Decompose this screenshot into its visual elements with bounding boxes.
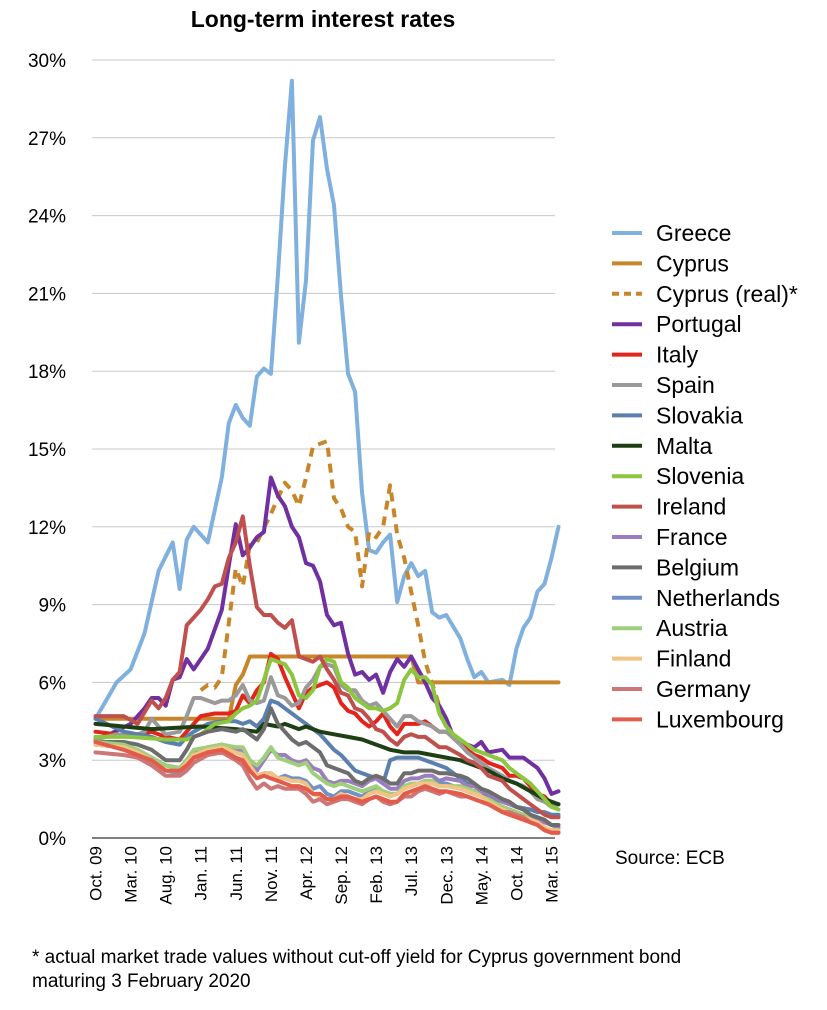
y-tick-label: 24%	[28, 207, 66, 228]
series-line-slovenia	[93, 657, 561, 812]
series-line-belgium	[93, 706, 561, 827]
series-line-malta	[93, 721, 561, 807]
y-tick-label: 15%	[28, 440, 66, 461]
legend-luxembourg-label: Luxembourg	[656, 706, 784, 732]
y-tick-label: 9%	[39, 596, 67, 617]
x-axis-tick-labels: Oct. 09 Mar. 10 Aug. 10 Jan. 11 Jun. 11 Nov. …	[87, 846, 562, 905]
legend-finland-label: Finland	[656, 646, 731, 672]
x-tick-label: Feb. 13	[367, 846, 386, 904]
legend-belgium-label: Belgium	[656, 554, 739, 580]
series-line-italy	[93, 651, 561, 807]
legend-malta-label: Malta	[656, 433, 712, 459]
footnote: * actual market trade values without cut…	[32, 947, 682, 992]
x-tick-label: Jun. 11	[227, 846, 246, 901]
y-tick-label: 30%	[28, 51, 66, 72]
series-line-cyprus-real	[199, 439, 442, 707]
legend-slovakia-label: Slovakia	[656, 402, 743, 428]
legend: Greece Cyprus Cyprus (real)* Portugal Italy S…	[612, 220, 798, 732]
x-tick-label: Aug. 10	[157, 846, 176, 905]
x-tick-label: Mar. 10	[122, 846, 141, 903]
y-tick-label: 18%	[28, 362, 66, 383]
y-axis-tick-labels: 0% 3% 6% 9% 12% 15% 18% 21% 24% 27% 30%	[28, 51, 66, 850]
legend-spain-label: Spain	[656, 372, 715, 398]
legend-greece-label: Greece	[656, 220, 731, 246]
x-tick-label: Sep. 12	[332, 846, 351, 905]
series-line-portugal	[93, 475, 561, 796]
x-tick-label: Oct. 09	[87, 846, 106, 901]
legend-france-label: France	[656, 524, 728, 550]
y-tick-label: 0%	[39, 829, 67, 850]
series-line-ireland	[93, 514, 561, 820]
legend-portugal-label: Portugal	[656, 311, 742, 337]
y-tick-label: 12%	[28, 518, 66, 539]
legend-italy-label: Italy	[656, 342, 699, 368]
series-lines	[93, 78, 561, 835]
x-tick-label: May. 14	[472, 846, 491, 905]
x-tick-label: Nov. 11	[262, 846, 281, 902]
series-line-spain	[93, 662, 561, 809]
legend-cyprus-real-label: Cyprus (real)*	[656, 281, 798, 307]
legend-ireland-label: Ireland	[656, 494, 726, 520]
x-tick-label: Apr. 12	[297, 846, 316, 900]
x-tick-label: Dec. 13	[437, 846, 456, 905]
series-line-austria	[93, 740, 561, 833]
series-line-greece	[93, 78, 561, 721]
y-tick-label: 27%	[28, 129, 66, 150]
y-tick-label: 3%	[39, 751, 67, 772]
legend-austria-label: Austria	[656, 615, 728, 641]
x-tick-label: Jul. 13	[402, 846, 421, 896]
y-tick-label: 6%	[39, 673, 67, 694]
legend-germany-label: Germany	[656, 676, 751, 702]
y-tick-label: 21%	[28, 284, 66, 305]
legend-cyprus-label: Cyprus	[656, 250, 729, 276]
legend-slovenia-label: Slovenia	[656, 463, 744, 489]
x-tick-label: Jan. 11	[192, 846, 211, 901]
chart-title: Long-term interest rates	[191, 6, 456, 32]
x-tick-label: Oct. 14	[507, 846, 526, 901]
x-tick-label: Mar. 15	[542, 846, 561, 903]
source-label: Source: ECB	[615, 848, 725, 869]
legend-netherlands-label: Netherlands	[656, 585, 780, 611]
series-line-luxembourg	[93, 740, 561, 835]
